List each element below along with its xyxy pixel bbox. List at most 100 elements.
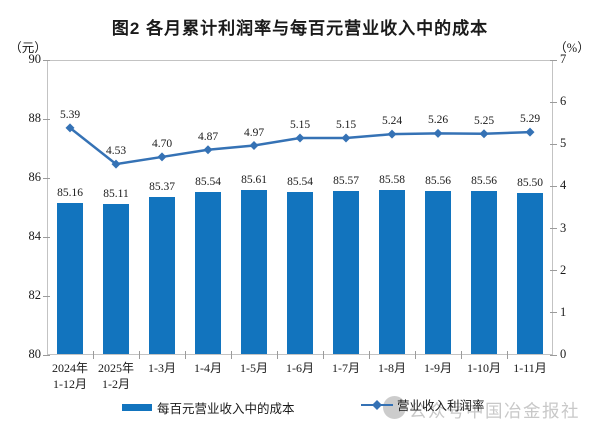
right-axis-tick: [550, 270, 557, 272]
x-axis-tick: [276, 351, 278, 359]
line-value-label: 5.15: [289, 118, 311, 131]
x-axis-category-label: 1-11月: [513, 361, 547, 375]
line-value-label: 5.25: [473, 114, 495, 127]
x-axis-tick: [230, 351, 232, 359]
cost-bar: [471, 190, 497, 354]
cost-bar: [149, 196, 175, 354]
x-axis-tick: [368, 351, 370, 359]
cost-bar: [103, 204, 129, 354]
right-axis-tick-label: 2: [560, 262, 567, 277]
left-axis-tick-label: 82: [28, 288, 42, 302]
right-axis-tick: [550, 354, 557, 356]
cost-bar: [241, 189, 267, 354]
line-value-label: 5.15: [335, 118, 357, 131]
line-marker-diamond: [65, 123, 75, 133]
right-axis-tick: [550, 101, 557, 103]
right-axis-tick-label: 7: [560, 52, 567, 66]
bar-value-label: 85.57: [333, 174, 359, 187]
x-axis-tick: [138, 351, 140, 359]
cost-bar: [57, 202, 83, 354]
cost-bar: [379, 190, 405, 354]
x-axis-tick: [184, 351, 186, 359]
line-marker-diamond: [249, 141, 259, 151]
left-axis-unit-label: （元）: [9, 41, 47, 55]
left-axis-tick-label: 84: [28, 229, 42, 243]
line-marker-diamond: [157, 152, 167, 162]
left-axis-tick-label: 88: [28, 111, 42, 125]
cost-bar: [517, 192, 543, 354]
line-value-label: 5.29: [519, 113, 541, 126]
x-axis-category-label: 1-7月: [332, 361, 360, 375]
x-axis-category-label: 1-10月: [467, 361, 501, 375]
right-axis-tick: [550, 185, 557, 187]
line-marker-diamond: [341, 133, 351, 143]
bar-series-swatch: [122, 404, 152, 411]
legend-label-cost: 每百元营业收入中的成本: [157, 402, 295, 416]
line-marker-diamond: [203, 145, 213, 155]
x-axis-category-label: 2025年 1-2月: [97, 361, 134, 391]
x-axis-category-label: 2024年 1-12月: [51, 361, 88, 391]
x-axis-category-label: 1-6月: [286, 361, 314, 375]
cost-bar: [287, 191, 313, 354]
right-axis-unit-label: （%）: [554, 41, 590, 55]
bar-value-label: 85.54: [195, 175, 221, 188]
left-axis-tick: [43, 236, 50, 238]
bar-value-label: 85.56: [425, 174, 451, 187]
right-axis-tick-label: 6: [560, 94, 567, 109]
bar-value-label: 85.58: [379, 174, 405, 187]
bar-value-label: 85.16: [57, 186, 83, 199]
legend-label-profit-rate: 营业收入利润率: [397, 399, 485, 413]
right-axis-tick: [550, 312, 557, 314]
right-axis-tick-label: 4: [560, 178, 567, 193]
right-axis-tick-label: 1: [560, 304, 567, 319]
x-axis-category-label: 1-3月: [148, 361, 176, 375]
bar-value-label: 85.56: [471, 174, 497, 187]
cost-bar: [425, 190, 451, 354]
line-marker-diamond: [433, 128, 443, 138]
x-axis-category-label: 1-8月: [378, 361, 406, 375]
line-marker-diamond: [525, 127, 535, 137]
line-value-label: 4.53: [105, 145, 127, 158]
bar-value-label: 85.11: [103, 188, 129, 201]
line-value-label: 4.87: [197, 130, 219, 143]
watermark-text: 公众号中国冶金报社: [409, 401, 580, 421]
line-value-label: 5.24: [381, 115, 403, 128]
right-axis-tick: [550, 59, 557, 61]
line-value-label: 4.70: [151, 137, 173, 150]
bar-value-label: 85.37: [149, 180, 175, 193]
profit-rate-line-layer: [65, 123, 535, 169]
right-axis-tick: [550, 228, 557, 230]
left-axis-tick-label: 86: [28, 170, 42, 184]
left-axis-tick: [43, 177, 50, 179]
left-axis-tick: [43, 118, 50, 120]
line-value-label: 4.97: [243, 126, 265, 139]
cost-bar: [333, 190, 359, 354]
left-axis-tick: [43, 295, 50, 297]
left-axis-tick: [43, 59, 50, 61]
x-axis-tick: [506, 351, 508, 359]
x-axis-tick: [414, 351, 416, 359]
x-axis-tick: [92, 351, 94, 359]
right-axis-tick: [550, 143, 557, 145]
left-axis-tick-label: 90: [28, 52, 42, 66]
watermark-logo-icon: [383, 396, 406, 419]
cost-bar: [195, 191, 221, 354]
chart-title: 图2 各月累计利润率与每百元营业收入中的成本: [111, 19, 489, 38]
x-axis-tick: [460, 351, 462, 359]
legend: 每百元营业收入中的成本 营业收入利润率: [0, 395, 600, 419]
bar-value-label: 85.50: [517, 176, 543, 189]
left-axis-tick: [43, 354, 50, 356]
legend-item-cost: 每百元营业收入中的成本: [122, 398, 295, 417]
left-axis-tick-label: 80: [28, 347, 42, 361]
line-marker-diamond: [295, 133, 305, 143]
line-series-swatch: [361, 399, 393, 410]
line-marker-diamond: [111, 159, 121, 169]
x-axis-category-label: 1-9月: [424, 361, 452, 375]
legend-item-profit-rate: 营业收入利润率: [360, 395, 485, 414]
line-marker-diamond: [479, 129, 489, 139]
right-axis-tick-label: 3: [560, 220, 567, 235]
x-axis-category-label: 1-4月: [194, 361, 222, 375]
right-axis-tick-label: 5: [560, 136, 567, 151]
bar-value-label: 85.54: [287, 175, 313, 188]
